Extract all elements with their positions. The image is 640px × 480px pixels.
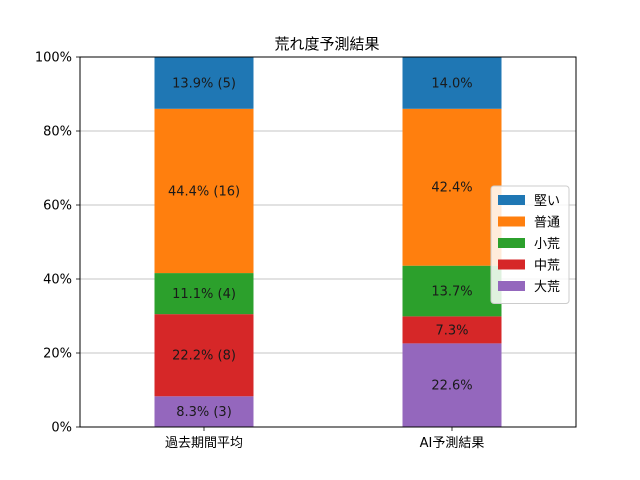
bar-segment [154, 273, 254, 315]
chart-title: 荒れ度予測結果 [274, 35, 379, 53]
bar-segment [154, 108, 254, 274]
bar-segment [154, 314, 254, 397]
legend-swatch [498, 195, 525, 205]
legend-label: 大荒 [534, 280, 560, 295]
bar-segment [402, 108, 502, 266]
legend-box [490, 185, 570, 304]
legend-swatch [498, 216, 525, 227]
data-label: 44.4% (16) [168, 184, 240, 199]
y-tick-label: 60% [43, 199, 72, 214]
y-tick-label: 40% [43, 273, 72, 288]
legend-label: 中荒 [534, 259, 560, 274]
data-label: 8.3% (3) [176, 405, 232, 420]
data-label: 22.2% (8) [172, 349, 236, 364]
x-axis: 過去期間平均 AI予測結果 [165, 427, 484, 451]
data-labels: 8.3% (3) 22.2% (8) 11.1% (4) 44.4% (16) 13.9… [168, 76, 473, 420]
y-tick-label: 80% [43, 125, 72, 140]
legend-label: 小荒 [534, 237, 560, 252]
y-axis: 0% 20% 40% 60% 80% 100% [35, 51, 80, 436]
legend-label: 堅い [534, 194, 560, 209]
y-tick-label: 20% [43, 347, 72, 362]
legend-label: 普通 [534, 216, 560, 231]
data-label: 13.7% [431, 285, 472, 300]
y-tick-label: 0% [51, 421, 72, 436]
plot-frame [79, 56, 577, 428]
x-tick-label: 過去期間平均 [165, 436, 243, 451]
bar-segment [402, 265, 502, 317]
legend-swatch [498, 238, 525, 248]
bar-segment [402, 316, 502, 344]
bar-segment [154, 396, 254, 427]
y-tick-label: 100% [35, 51, 72, 66]
data-label: 13.9% (5) [172, 77, 236, 92]
bar-segment [402, 57, 502, 109]
data-label: 11.1% (4) [172, 287, 236, 302]
x-tick-label: AI予測結果 [420, 436, 485, 451]
data-label: 7.3% [435, 323, 468, 338]
bar-segment [402, 343, 502, 427]
legend-swatch [498, 281, 525, 291]
legend-swatch [498, 259, 525, 270]
data-label: 14.0% [431, 76, 472, 91]
data-label: 42.4% [431, 181, 472, 196]
bar-segment [154, 57, 254, 109]
data-label: 22.6% [431, 379, 472, 394]
bars [154, 57, 502, 427]
